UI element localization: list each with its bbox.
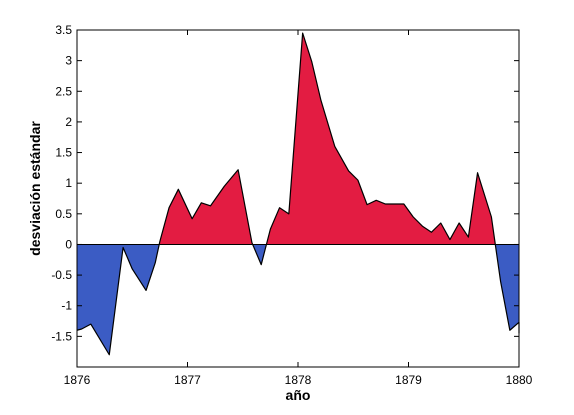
y-tick-label: 0.5 <box>55 207 72 221</box>
x-tick-label: 1876 <box>64 373 91 387</box>
y-tick-label: 0 <box>65 237 72 251</box>
y-tick-label: 3 <box>65 54 72 68</box>
series-line <box>76 32 520 356</box>
data-areas <box>77 33 519 355</box>
negative-area-0 <box>77 244 160 355</box>
x-tick-label: 1878 <box>285 373 312 387</box>
data-line-group <box>76 32 520 356</box>
y-tick-label: -1 <box>61 299 72 313</box>
x-tick-label: 1877 <box>174 373 201 387</box>
y-tick-label: -1.5 <box>51 329 72 343</box>
positive-area-1 <box>159 169 253 245</box>
y-axis: -1.5 -1 -0.5 0 0.5 1 1.5 2 2.5 3 3.5 <box>51 23 519 343</box>
x-axis-title: año <box>286 387 311 403</box>
y-tick-label: 1 <box>65 176 72 190</box>
x-tick-label: 1879 <box>395 373 422 387</box>
y-axis-title: desviación estándar <box>27 121 43 256</box>
y-tick-label: 2 <box>65 115 72 129</box>
y-tick-label: 1.5 <box>55 146 72 160</box>
positive-area-3 <box>266 33 496 245</box>
negative-area-2 <box>252 244 267 265</box>
x-axis: 1876 1877 1878 1879 1880 <box>64 30 533 387</box>
y-tick-label: 2.5 <box>55 84 72 98</box>
negative-area-4 <box>495 244 519 334</box>
y-tick-label: -0.5 <box>51 268 72 282</box>
x-tick-label: 1880 <box>506 373 533 387</box>
y-tick-label: 3.5 <box>55 23 72 37</box>
